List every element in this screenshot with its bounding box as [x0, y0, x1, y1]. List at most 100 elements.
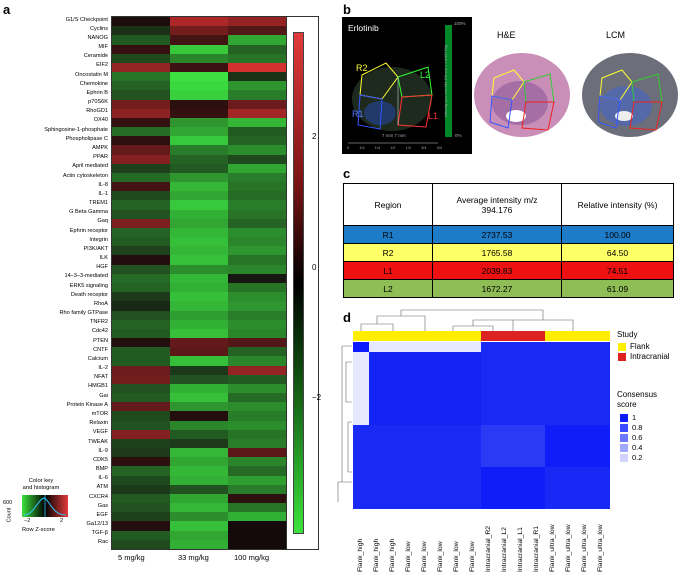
consensus-cell — [385, 373, 402, 384]
consensus-cell — [513, 445, 530, 457]
heatmap-cell — [112, 328, 170, 339]
consensus-cell — [465, 487, 482, 499]
consensus-cell — [593, 373, 610, 384]
erlotinib-scale-label: 7 mm 7 mm — [382, 133, 406, 138]
consensus-cell — [417, 456, 434, 467]
heatmap-cell — [170, 484, 228, 495]
heatmap-cell — [228, 493, 286, 504]
heatmap-cell — [112, 62, 170, 73]
score-legend-title: Consensus score — [617, 390, 658, 409]
consensus-cell — [577, 404, 594, 416]
heatmap-cell — [112, 246, 170, 256]
study-bar-cell — [545, 331, 562, 341]
heatmap-cell — [170, 347, 228, 357]
heatmap-cell — [228, 374, 286, 385]
consensus-cell — [529, 476, 546, 488]
consensus-cell — [449, 435, 466, 447]
consensus-cell — [561, 476, 578, 488]
legend-intracranial-label: Intracranial — [630, 352, 670, 361]
consensus-cell — [529, 456, 546, 467]
heatmap-row-label: TNFR2 — [89, 319, 108, 326]
consensus-cell — [577, 383, 594, 395]
consensus-cell — [401, 404, 418, 416]
consensus-cell — [545, 425, 562, 436]
heatmap-cell — [228, 26, 286, 36]
heatmap-cell — [112, 283, 170, 293]
heatmap-cell — [228, 420, 286, 431]
consensus-cell — [497, 466, 514, 478]
consensus-cell — [385, 352, 402, 364]
consensus-cell — [481, 487, 498, 499]
consensus-cell — [417, 435, 434, 447]
heatmap-row-label: IL-1 — [98, 190, 108, 197]
heatmap-cell — [112, 35, 170, 46]
consensus-cell — [401, 425, 418, 436]
consensus-cell — [545, 466, 562, 478]
heatmap-row-label: NFAT — [94, 374, 108, 381]
consensus-cell — [353, 342, 370, 353]
study-legend-title: Study — [617, 330, 638, 339]
consensus-cell — [401, 456, 418, 467]
heatmap-cell — [112, 493, 170, 504]
heatmap-cell — [170, 503, 228, 513]
consensus-x-label: Flank_low — [453, 541, 460, 572]
consensus-cell — [577, 425, 594, 436]
consensus-cell — [417, 342, 434, 353]
heatmap-row-label: CNTF — [93, 346, 108, 353]
heatmap-cell — [112, 374, 170, 385]
consensus-cell — [561, 435, 578, 447]
study-bar-cell — [577, 331, 594, 341]
heatmap-cell — [228, 411, 286, 422]
heatmap-cell — [170, 539, 228, 550]
consensus-cell — [401, 383, 418, 395]
heatmap-cell — [228, 218, 286, 229]
consensus-cell — [433, 414, 450, 426]
heatmap-cell — [228, 255, 286, 266]
consensus-cell — [481, 476, 498, 488]
heatmap-cell — [170, 108, 228, 119]
heatmap-row-label: IL-8 — [98, 181, 108, 188]
consensus-cell — [529, 445, 546, 457]
heatmap-cell — [170, 393, 228, 403]
heatmap-cell — [170, 227, 228, 238]
consensus-cell — [465, 435, 482, 447]
heatmap-cell — [228, 356, 286, 367]
panel-b-letter: b — [343, 2, 351, 17]
heatmap-cell — [170, 90, 228, 101]
consensus-cell — [529, 383, 546, 395]
heatmap-cell — [170, 237, 228, 247]
consensus-cell — [481, 342, 498, 353]
heatmap-cell — [112, 255, 170, 266]
consensus-cell — [417, 476, 434, 488]
consensus-cell — [577, 414, 594, 426]
consensus-cell — [497, 435, 514, 447]
heatmap-cell — [228, 237, 286, 247]
heatmap-cell — [228, 163, 286, 174]
consensus-cell — [577, 373, 594, 384]
consensus-cell — [369, 476, 386, 488]
consensus-cell — [465, 425, 482, 436]
heatmap-cell — [228, 393, 286, 403]
heatmap-cell — [228, 136, 286, 146]
heatmap-cell — [170, 319, 228, 330]
colorbar-tick-mid: 0 — [312, 263, 317, 272]
consensus-x-label: Flank_high — [389, 538, 396, 572]
consensus-cell — [401, 497, 418, 509]
consensus-cell — [593, 352, 610, 364]
consensus-cell — [385, 487, 402, 499]
consensus-cell — [353, 373, 370, 384]
heatmap-cell — [170, 44, 228, 55]
consensus-cell — [497, 425, 514, 436]
consensus-cell — [417, 445, 434, 457]
heatmap-row-label: Integrin — [89, 236, 108, 243]
color-key-tick-low: −2 — [24, 518, 31, 524]
consensus-cell — [513, 373, 530, 384]
consensus-cell — [465, 373, 482, 384]
study-bar-cell — [369, 331, 386, 341]
heatmap-cell — [112, 402, 170, 412]
consensus-cell — [417, 487, 434, 499]
consensus-cell — [465, 497, 482, 509]
panel-d-letter: d — [343, 310, 351, 325]
heatmap-cell — [170, 273, 228, 284]
heatmap-cell — [170, 457, 228, 467]
